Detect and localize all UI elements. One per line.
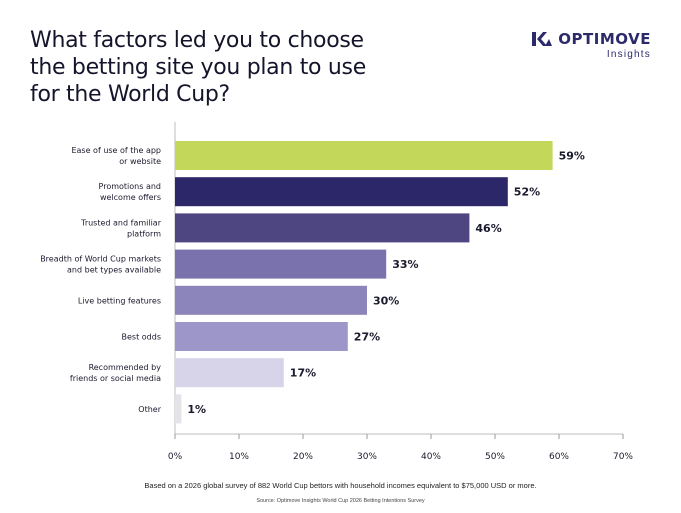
brand-logo: OPTIMOVE Insights [532, 30, 651, 60]
category-label-4-line-1: Breadth of World Cup markets [40, 255, 161, 264]
data-label-5: 30% [373, 294, 399, 307]
bar-4 [175, 249, 387, 279]
category-label-7-line-2: friends or social media [70, 374, 161, 383]
category-label-7-line-1: Recommended by [89, 363, 162, 372]
bar-1 [175, 141, 553, 170]
data-label-1: 59% [559, 150, 585, 163]
title-line-2: the betting site you plan to use [30, 55, 366, 80]
bar-5 [175, 285, 367, 315]
brand-name: OPTIMOVE [558, 30, 651, 48]
bar-2 [175, 177, 508, 207]
data-label-8: 1% [187, 403, 206, 416]
chart-title: What factors led you to choose the betti… [30, 27, 390, 108]
category-label-3-line-2: platform [127, 229, 161, 238]
x-tick-label-1: 0% [168, 452, 183, 462]
title-line-1: What factors led you to choose [30, 28, 364, 53]
data-label-7: 17% [290, 367, 316, 380]
x-tick-label-4: 30% [357, 452, 377, 462]
category-label-2-line-1: Promotions and [99, 182, 161, 191]
data-label-2: 52% [514, 186, 540, 199]
bar-3 [175, 213, 470, 243]
bar-chart: 59% Ease of use of the app or website 52% Pr… [40, 122, 633, 462]
category-label-3-line-1: Trusted and familiar [80, 218, 162, 227]
category-label-2-line-2: welcome offers [100, 193, 161, 202]
category-label-1-line-1: Ease of use of the app [71, 146, 161, 155]
footnote: Based on a 2026 global survey of 882 Wor… [144, 481, 537, 490]
x-tick-label-8: 70% [613, 452, 633, 462]
source-note: Source: Optimove Insights World Cup 2026… [256, 498, 425, 504]
bar-6 [175, 322, 348, 351]
category-label-4-line-2: and bet types available [67, 266, 161, 275]
data-label-6: 27% [354, 331, 380, 344]
x-tick-label-7: 60% [549, 452, 569, 462]
data-label-4: 33% [392, 258, 418, 271]
category-label-5: Live betting features [78, 296, 161, 305]
category-label-8: Other [138, 405, 161, 414]
bar-8 [175, 394, 182, 424]
category-label-6: Best odds [122, 333, 161, 342]
category-label-1-line-2: or website [119, 157, 161, 166]
bar-7 [175, 358, 284, 388]
x-tick-label-5: 40% [421, 452, 441, 462]
brand-subtitle: Insights [606, 49, 651, 60]
data-label-3: 46% [475, 222, 501, 235]
title-line-3: for the World Cup? [30, 82, 230, 107]
x-tick-label-3: 20% [293, 452, 313, 462]
optimove-logo-icon [532, 32, 553, 46]
x-tick-label-6: 50% [485, 452, 505, 462]
x-tick-label-2: 10% [229, 452, 249, 462]
